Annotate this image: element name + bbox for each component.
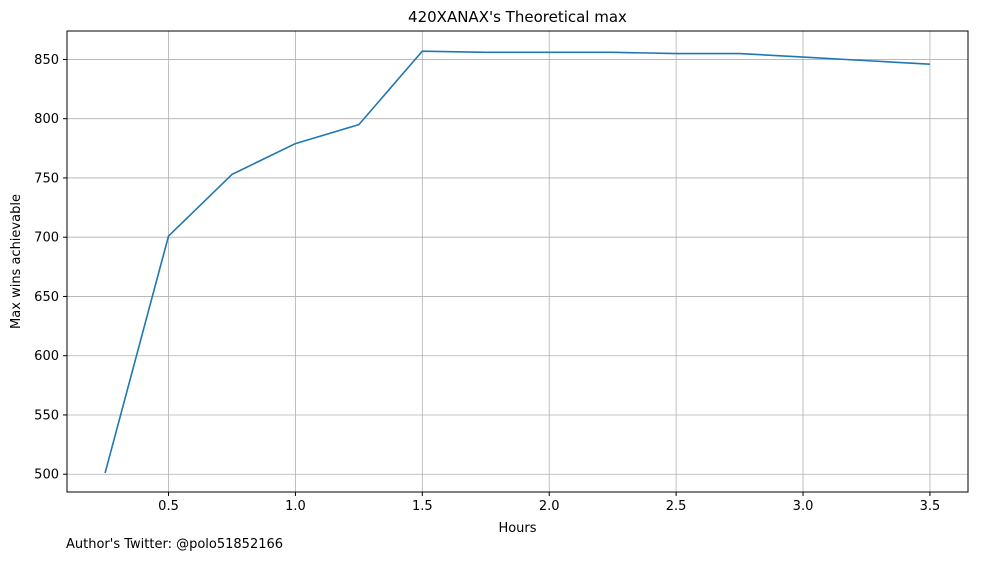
series-line xyxy=(104,50,930,474)
x-tick-label: 1.5 xyxy=(412,499,433,514)
y-tick-label: 650 xyxy=(34,290,59,305)
y-tick-label: 850 xyxy=(34,53,59,68)
y-tick-label: 600 xyxy=(34,349,59,364)
y-tick-label: 800 xyxy=(34,112,59,127)
y-tick-label: 700 xyxy=(34,231,59,246)
x-tick-label: 1.0 xyxy=(285,499,306,514)
x-tick-label: 2.5 xyxy=(666,499,687,514)
x-tick-label: 3.0 xyxy=(793,499,814,514)
author-footnote: Author's Twitter: @polo51852166 xyxy=(66,537,284,552)
y-tick-label: 500 xyxy=(34,468,59,483)
chart-title: 420XANAX's Theoretical max xyxy=(408,8,627,26)
grid-lines xyxy=(67,31,968,492)
x-tick-label: 0.5 xyxy=(158,499,179,514)
y-tick-label: 550 xyxy=(34,408,59,423)
y-tick-label: 750 xyxy=(34,171,59,186)
x-tick-label: 2.0 xyxy=(539,499,560,514)
x-tick-label: 3.5 xyxy=(920,499,941,514)
series-lines xyxy=(104,50,930,474)
x-axis-title: Hours xyxy=(498,521,536,536)
y-axis-ticks: 500 550 600 650 700 750 800 850 xyxy=(34,53,67,483)
y-axis-title: Max wins achievable xyxy=(9,194,24,329)
plot-frame xyxy=(66,30,969,493)
x-axis-ticks: 0.5 1.0 1.5 2.0 2.5 3.0 3.5 xyxy=(158,492,940,514)
